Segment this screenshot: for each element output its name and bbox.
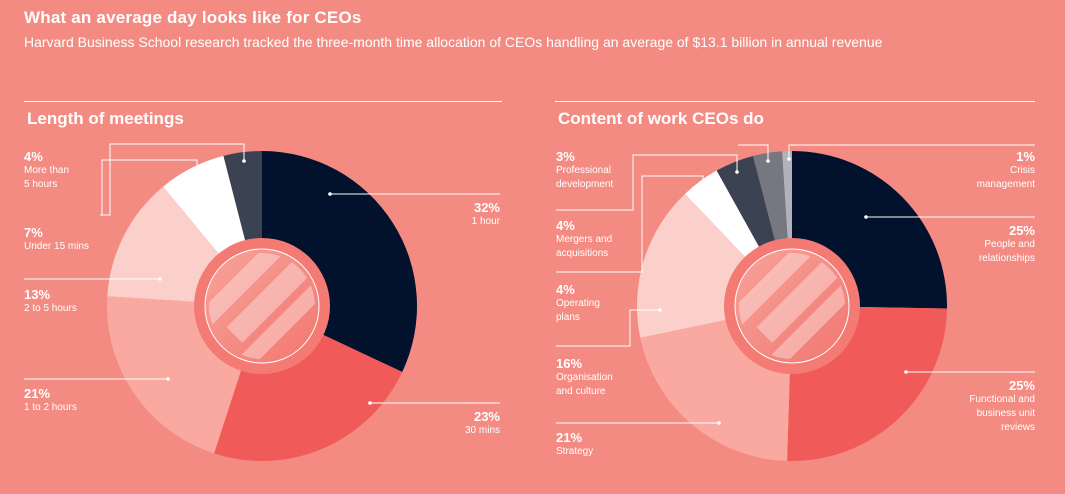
page-subtitle: Harvard Business School research tracked… bbox=[24, 34, 883, 50]
leader-professional-a-dot bbox=[766, 159, 770, 163]
chart2-label-organisation: 16% Organisation and culture bbox=[556, 356, 613, 397]
chart1-label-2-to-5-hours: 13% 2 to 5 hours bbox=[24, 287, 77, 314]
content-center-disc bbox=[734, 248, 850, 364]
leader-mergers-dot bbox=[735, 170, 739, 174]
chart1-label-under-15-mins: 7% Under 15 mins bbox=[24, 225, 90, 252]
leader-people-dot bbox=[864, 215, 868, 219]
chart2-label-operating-plans: 4% Operating plans bbox=[556, 282, 600, 323]
donut-centers bbox=[194, 238, 860, 374]
meetings-center-disc bbox=[204, 248, 320, 364]
page-title: What an average day looks like for CEOs bbox=[24, 8, 362, 27]
chart2-label-strategy: 21% Strategy bbox=[556, 430, 594, 457]
leader-operating-dot bbox=[701, 184, 705, 188]
chart1-title: Length of meetings bbox=[27, 109, 184, 128]
leader-30-mins-dot bbox=[368, 401, 372, 405]
chart2-top-rule bbox=[555, 101, 1035, 102]
leader-organisation-dot bbox=[658, 308, 662, 312]
chart2-label-functional: 25% Functional and business unit reviews bbox=[969, 378, 1035, 433]
chart2-label-mergers: 4% Mergers and acquisitions bbox=[556, 218, 613, 259]
leader-crisis-dot bbox=[787, 157, 791, 161]
leader-more-than-5-dot bbox=[242, 159, 246, 163]
chart1-top-rule bbox=[24, 101, 502, 102]
chart2-title: Content of work CEOs do bbox=[558, 109, 764, 128]
chart2-label-people: 25% People and relationships bbox=[978, 223, 1035, 264]
leader-more-than-5 bbox=[100, 143, 245, 216]
leader-operating bbox=[556, 175, 704, 273]
leader-under-15 bbox=[101, 159, 198, 215]
leader-1-hour-dot bbox=[328, 192, 332, 196]
leader-mergers bbox=[556, 154, 738, 211]
leader-organisation bbox=[556, 309, 660, 347]
leader-lines bbox=[24, 143, 1035, 425]
chart2-label-crisis: 1% Crisis management bbox=[976, 149, 1035, 190]
chart1-label-30-mins: 23% 30 mins bbox=[464, 409, 500, 436]
chart1-label-1-hour: 32% 1 hour bbox=[471, 200, 500, 227]
chart2-label-professional-development: 3% Professional development bbox=[556, 149, 614, 190]
chart1-label-1-to-2-hours: 21% 1 to 2 hours bbox=[24, 386, 77, 413]
chart1-label-more-than-5-hours: 4% More than 5 hours bbox=[24, 149, 70, 190]
leader-professional-a bbox=[738, 144, 769, 161]
leader-1-to-2-dot bbox=[166, 377, 170, 381]
leader-under-15-dot bbox=[195, 179, 199, 183]
leader-functional-dot bbox=[904, 370, 908, 374]
leader-strategy-dot bbox=[717, 421, 721, 425]
leader-2-to-5-dot bbox=[158, 277, 162, 281]
leader-crisis bbox=[788, 144, 1035, 159]
